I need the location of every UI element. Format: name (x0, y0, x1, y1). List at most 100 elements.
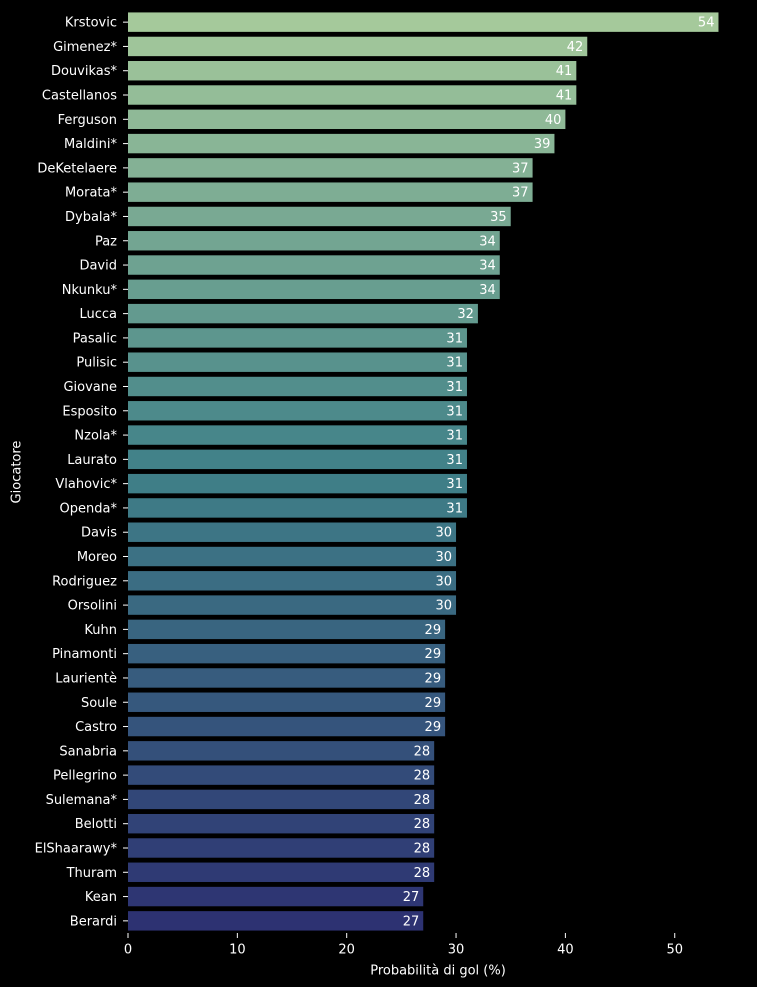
bar (128, 643, 446, 664)
value-label: 27 (403, 890, 420, 905)
y-tick-label: Castro (75, 720, 117, 735)
y-tick-label: Belotti (75, 817, 117, 832)
bar (128, 716, 446, 737)
bar (128, 668, 446, 688)
x-axis-label: Probabilità di gol (%) (370, 964, 506, 979)
y-tick-label: Nkunku* (62, 283, 118, 298)
bar (128, 12, 719, 32)
x-tick-label: 30 (448, 943, 465, 958)
y-tick-label: Laurato (67, 453, 117, 468)
bar (128, 425, 467, 445)
y-tick-label: Berardi (70, 914, 117, 929)
x-tick-label: 10 (229, 943, 246, 958)
y-tick-label: Sulemana* (46, 793, 118, 808)
y-tick-label: Moreo (77, 550, 117, 565)
value-label: 32 (457, 307, 474, 322)
y-tick-label: David (79, 259, 117, 274)
bar (128, 765, 435, 785)
value-label: 28 (414, 817, 431, 832)
value-label: 42 (567, 40, 584, 55)
bar (128, 133, 555, 154)
bar (128, 206, 511, 227)
bar (128, 279, 500, 300)
y-tick-label: Douvikas* (51, 64, 118, 79)
value-label: 28 (414, 866, 431, 881)
bar (128, 546, 457, 567)
bar (128, 862, 435, 882)
bar (128, 692, 446, 712)
bar (128, 595, 457, 615)
value-label: 41 (556, 64, 573, 79)
y-tick-label: Openda* (60, 501, 118, 516)
bar (128, 886, 424, 907)
bar (128, 522, 457, 542)
value-label: 31 (446, 331, 463, 346)
y-tick-label: Rodriguez (52, 574, 117, 589)
y-tick-label: Dybala* (65, 210, 118, 225)
bar (128, 352, 467, 372)
bar (128, 158, 533, 178)
bar (128, 36, 588, 57)
value-label: 31 (446, 501, 463, 516)
y-tick-label: Orsolini (68, 599, 117, 614)
y-tick-label: Kuhn (84, 623, 117, 638)
bar (128, 255, 500, 275)
bar (128, 498, 467, 518)
y-tick-label: Vlahovic* (55, 477, 117, 492)
value-label: 41 (556, 89, 573, 104)
y-tick-label: Pulisic (76, 356, 117, 371)
y-tick-label: Thuram (66, 866, 117, 881)
value-label: 28 (414, 769, 431, 784)
value-label: 34 (479, 259, 496, 274)
bar (128, 182, 533, 202)
y-tick-label: Krstovic (65, 16, 117, 31)
y-tick-label: Pinamonti (52, 647, 117, 662)
bar (128, 838, 435, 858)
bar (128, 376, 467, 397)
bar (128, 911, 424, 931)
bar (128, 571, 457, 591)
y-tick-label: Gimenez* (53, 40, 117, 55)
value-label: 39 (534, 137, 551, 152)
value-label: 31 (446, 356, 463, 371)
value-label: 28 (414, 841, 431, 856)
value-label: 37 (512, 161, 529, 176)
x-tick-label: 50 (666, 943, 683, 958)
bar (128, 741, 435, 761)
y-tick-label: Soule (81, 696, 117, 711)
value-label: 31 (446, 453, 463, 468)
y-tick-label: ElShaarawy* (35, 841, 118, 856)
value-label: 30 (435, 550, 452, 565)
x-tick-label: 40 (557, 943, 574, 958)
y-tick-label: Ferguson (58, 113, 117, 128)
value-label: 29 (425, 720, 442, 735)
value-label: 28 (414, 744, 431, 759)
value-label: 31 (446, 477, 463, 492)
y-tick-label: Laurientè (55, 671, 117, 686)
bar (128, 473, 467, 494)
bar (128, 61, 577, 81)
value-label: 31 (446, 429, 463, 444)
bar (128, 449, 467, 470)
bar (128, 328, 467, 348)
y-tick-label: DeKetelaere (37, 161, 117, 176)
x-tick-label: 0 (124, 943, 132, 958)
value-label: 40 (545, 113, 562, 128)
value-label: 31 (446, 380, 463, 395)
value-label: 34 (479, 234, 496, 249)
y-tick-label: Morata* (65, 186, 118, 201)
y-axis-label: Giocatore (10, 441, 25, 504)
bar (128, 109, 566, 130)
bar (128, 813, 435, 834)
value-label: 29 (425, 696, 442, 711)
value-label: 37 (512, 186, 529, 201)
value-label: 29 (425, 623, 442, 638)
y-tick-label: Sanabria (59, 744, 117, 759)
bar (128, 401, 467, 421)
value-label: 30 (435, 526, 452, 541)
bar (128, 619, 446, 640)
y-tick-label: Esposito (62, 404, 117, 419)
bar (128, 789, 435, 810)
